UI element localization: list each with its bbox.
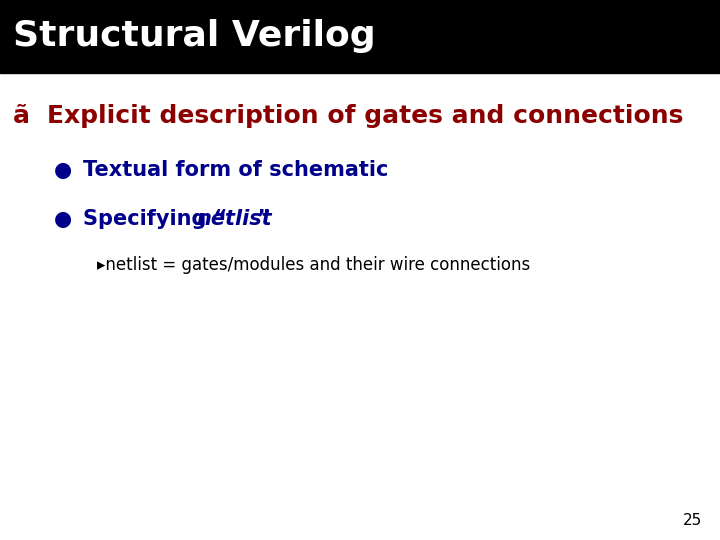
Text: Structural Verilog: Structural Verilog	[13, 19, 376, 53]
Text: ”: ”	[256, 208, 269, 229]
Text: netlist: netlist	[197, 208, 272, 229]
Text: Textual form of schematic: Textual form of schematic	[83, 160, 388, 180]
Text: ●: ●	[54, 160, 72, 180]
Text: Specifying “: Specifying “	[83, 208, 228, 229]
Text: ã: ã	[13, 104, 30, 128]
Bar	[0, 0, 720, 73]
Text: ▸netlist = gates/modules and their wire connections: ▸netlist = gates/modules and their wire …	[97, 255, 531, 274]
Text: Explicit description of gates and connections: Explicit description of gates and connec…	[47, 104, 683, 128]
Text: 25: 25	[683, 513, 702, 528]
Text: ●: ●	[54, 208, 72, 229]
